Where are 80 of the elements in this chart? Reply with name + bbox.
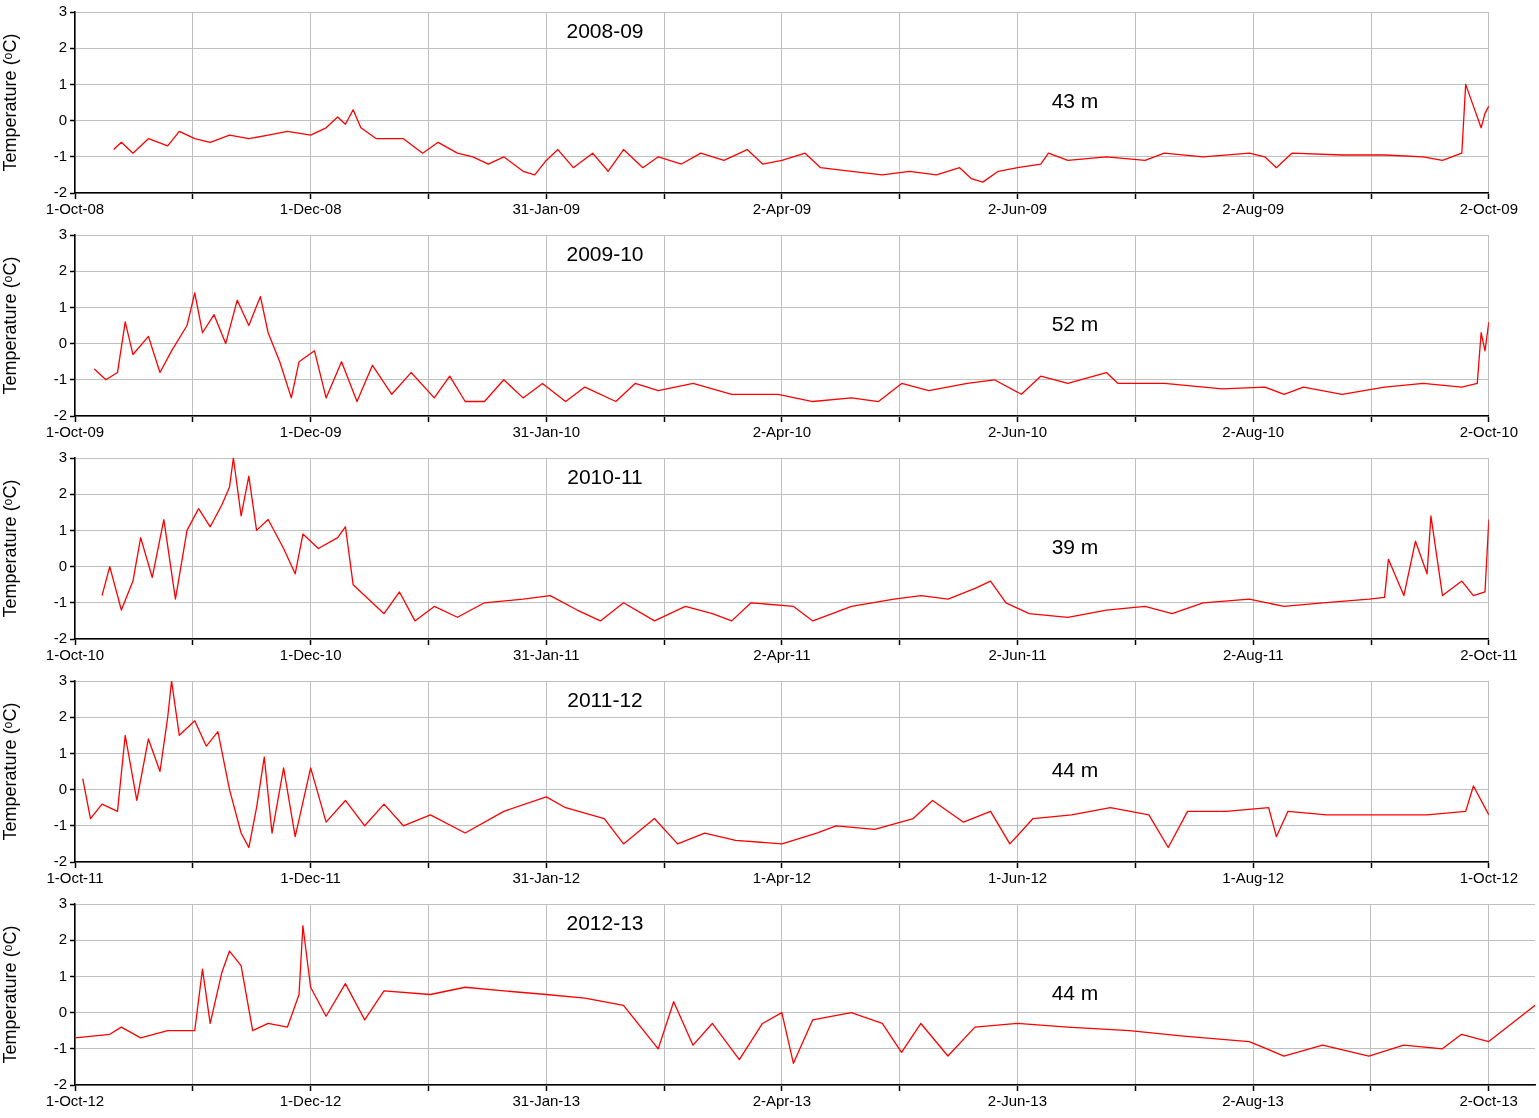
x-tick-label: 2-Aug-09 [1222, 200, 1285, 218]
y-tick-label: -1 [53, 146, 67, 164]
y-tick-label: 2 [58, 930, 67, 948]
x-tick-label: 1-Oct-12 [45, 1092, 105, 1110]
y-tick-label: 2 [58, 261, 67, 279]
x-tick-label: 2-Jun-09 [987, 200, 1048, 218]
x-tick-label: 2-Oct-11 [1460, 646, 1518, 664]
y-tick-label: 3 [58, 2, 67, 20]
annotation: 2011-12 [567, 687, 643, 711]
y-tick-label: -1 [53, 369, 67, 387]
annotation: 44 m [1051, 981, 1099, 1005]
x-tick-label: 31-Jan-13 [512, 1092, 580, 1110]
x-tick-label: 1-Dec-10 [279, 646, 342, 664]
y-tick-label: 0 [58, 110, 67, 128]
annotation: 44 m [1051, 758, 1099, 782]
y-tick-label: 1 [58, 520, 67, 538]
y-tick-label: 1 [58, 966, 67, 984]
y-tick-label: -2 [53, 629, 67, 647]
y-tick-label: 0 [58, 333, 67, 351]
y-tick-label: -2 [53, 406, 67, 424]
x-tick-label: 31-Jan-11 [513, 646, 580, 664]
x-tick-label: 1-Aug-12 [1222, 869, 1285, 887]
x-tick-label: 31-Jan-10 [512, 423, 581, 441]
x-tick-label: 2-Aug-10 [1222, 423, 1285, 441]
annotation: 2008-09 [566, 18, 644, 42]
y-tick-label: 3 [58, 894, 67, 912]
y-axis-title: Temperature (ᵒC) [0, 479, 20, 618]
y-tick-label: -1 [53, 1038, 67, 1056]
x-tick-label: 2-Aug-13 [1222, 1092, 1284, 1110]
y-axis-title: Temperature (ᵒC) [0, 925, 20, 1064]
x-tick-label: 31-Jan-12 [512, 869, 581, 887]
y-axis-title: Temperature (ᵒC) [0, 702, 20, 841]
annotation: 2010-11 [567, 464, 643, 488]
x-tick-label: 2-Oct-09 [1459, 200, 1519, 218]
x-tick-label: 1-Dec-12 [279, 1092, 342, 1110]
y-tick-label: -2 [53, 183, 67, 201]
x-tick-label: 1-Dec-11 [280, 869, 341, 887]
y-axis-title: Temperature (ᵒC) [0, 33, 20, 172]
x-tick-label: 2-Jun-13 [987, 1092, 1048, 1110]
x-tick-label: 1-Jun-12 [987, 869, 1048, 887]
y-tick-label: 1 [58, 74, 67, 92]
y-tick-label: 0 [58, 779, 67, 797]
x-tick-label: 2-Oct-13 [1459, 1092, 1518, 1110]
y-tick-label: -1 [53, 592, 67, 610]
y-tick-label: 0 [58, 556, 67, 574]
x-tick-label: 1-Apr-12 [752, 869, 812, 887]
annotation: 43 m [1051, 89, 1099, 113]
x-tick-label: 2-Jun-10 [987, 423, 1048, 441]
y-tick-label: 2 [58, 484, 67, 502]
y-tick-label: -2 [53, 852, 67, 870]
x-tick-label: 1-Dec-09 [279, 423, 342, 441]
annotation: 39 m [1051, 535, 1099, 559]
x-tick-label: 31-Jan-09 [512, 200, 581, 218]
y-tick-label: 3 [58, 225, 67, 243]
x-tick-label: 1-Oct-11 [46, 869, 104, 887]
annotation: 2012-13 [566, 910, 644, 934]
x-tick-label: 2-Oct-10 [1459, 423, 1519, 441]
x-tick-label: 2-Apr-10 [752, 423, 812, 441]
x-tick-label: 1-Oct-10 [45, 646, 105, 664]
x-tick-label: 2-Apr-09 [752, 200, 812, 218]
y-tick-label: 1 [58, 297, 67, 315]
x-tick-label: 1-Oct-08 [45, 200, 105, 218]
y-axis-title: Temperature (ᵒC) [0, 256, 20, 395]
y-tick-label: 2 [58, 707, 67, 725]
x-tick-label: 2-Apr-13 [752, 1092, 812, 1110]
y-tick-label: 1 [58, 743, 67, 761]
x-tick-label: 2-Aug-11 [1222, 646, 1284, 664]
x-tick-label: 1-Dec-08 [279, 200, 342, 218]
annotation: 2009-10 [566, 241, 644, 265]
x-tick-label: 2-Apr-11 [753, 646, 811, 664]
y-tick-label: -2 [53, 1075, 67, 1093]
x-tick-label: 2-Jun-11 [988, 646, 1047, 664]
x-tick-label: 1-Oct-12 [1459, 869, 1519, 887]
y-tick-label: -1 [53, 815, 67, 833]
x-tick-label: 1-Oct-09 [45, 423, 105, 441]
y-tick-label: 3 [58, 448, 67, 466]
y-tick-label: 2 [58, 38, 67, 56]
y-tick-label: 3 [58, 671, 67, 689]
annotation: 52 m [1051, 312, 1099, 336]
y-tick-label: 0 [58, 1002, 67, 1020]
